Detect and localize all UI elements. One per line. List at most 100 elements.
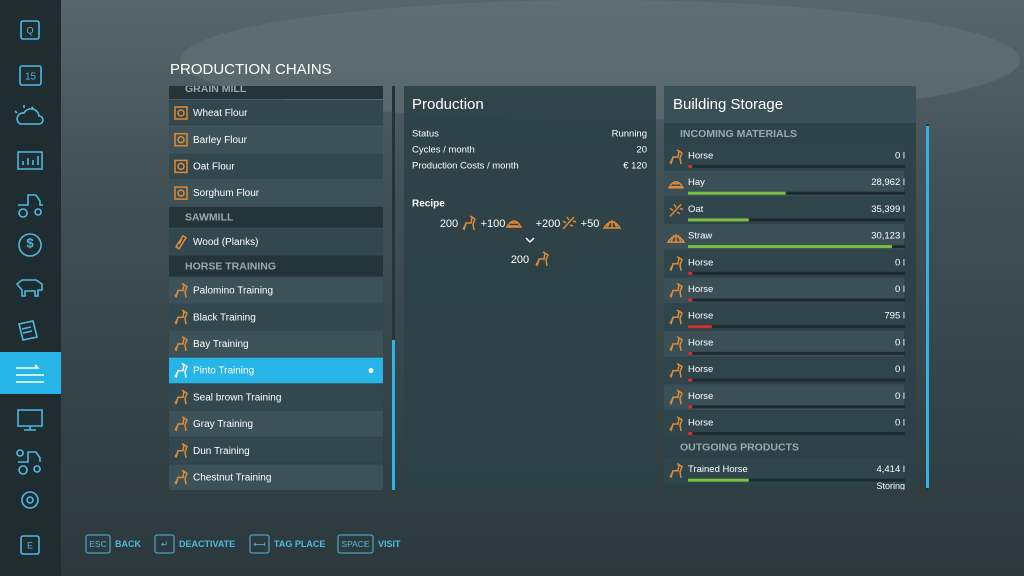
- list-item-label[interactable]: Barley Flour: [193, 135, 248, 146]
- list-item[interactable]: [169, 304, 383, 330]
- material-amount: 0 l: [895, 337, 905, 348]
- icon-shape: [669, 389, 683, 405]
- icon-shape: [669, 416, 683, 432]
- recipe-arrow: [525, 237, 535, 243]
- icon-shape: [669, 282, 683, 298]
- horse-icon: [174, 362, 188, 378]
- list-item-label[interactable]: Chestnut Training: [193, 473, 271, 484]
- icon-shape: [174, 443, 188, 458]
- icon-shape: [669, 362, 683, 378]
- footer-action[interactable]: ↵ DEACTIVATE: [154, 534, 235, 554]
- finances-icon[interactable]: [18, 233, 42, 257]
- section-title: OUTGOING PRODUCTS: [680, 441, 799, 453]
- production-icon[interactable]: [16, 449, 41, 475]
- list-item-label[interactable]: Wood (Planks): [193, 237, 258, 248]
- material-amount: 30,123 l: [871, 231, 905, 242]
- icon-shape: [669, 463, 683, 478]
- footer-action[interactable]: SPACE VISIT: [337, 534, 401, 554]
- list-item[interactable]: [169, 228, 383, 255]
- material-amount: 0 l: [895, 151, 905, 162]
- list-item[interactable]: [169, 411, 383, 437]
- material-name: Horse: [688, 257, 713, 268]
- fill-bar: [688, 245, 892, 249]
- section-header: [169, 206, 383, 228]
- storage-scroll-thumb[interactable]: [926, 126, 929, 488]
- stat-value: 20: [636, 145, 647, 156]
- material-name: Horse: [688, 284, 713, 295]
- fill-track: [688, 271, 905, 275]
- list-item[interactable]: [169, 153, 383, 180]
- material-amount: 0 l: [895, 364, 905, 375]
- icon-shape: [177, 162, 185, 171]
- list-item-label[interactable]: Sorghum Flour: [193, 188, 260, 199]
- key-label: ESC: [89, 539, 106, 549]
- section-header: [169, 255, 383, 277]
- oat-icon: [562, 216, 577, 230]
- list-item[interactable]: [169, 384, 383, 410]
- icon-shape: [535, 251, 549, 267]
- list-scroll-thumb[interactable]: [392, 340, 395, 490]
- list-item-label[interactable]: Oat Flour: [193, 162, 235, 173]
- icon-shape: [177, 135, 185, 144]
- fill-bar: [688, 218, 749, 222]
- material-amount: 35,399 l: [871, 204, 905, 215]
- footer-action[interactable]: ⟻ TAG PLACE: [249, 534, 325, 554]
- list-item[interactable]: [169, 180, 383, 206]
- calendar-day: 15: [25, 72, 37, 83]
- statistics-icon[interactable]: [17, 151, 43, 170]
- fill-track: [688, 218, 905, 222]
- hay-icon: [505, 220, 523, 228]
- section-title: GRAIN MILL: [185, 83, 247, 95]
- action-label[interactable]: BACK: [115, 539, 141, 549]
- icon-shape: [174, 416, 188, 432]
- material-amount: 0 l: [895, 284, 905, 295]
- horse-icon: [174, 389, 188, 405]
- list-item-label[interactable]: Palomino Training: [193, 286, 273, 297]
- calendar-icon[interactable]: [19, 65, 42, 86]
- weather-icon[interactable]: [14, 105, 44, 125]
- action-label[interactable]: VISIT: [378, 539, 401, 549]
- horse-icon: [174, 443, 188, 458]
- footer-action[interactable]: ESC BACK: [85, 534, 141, 554]
- horse-icon: [669, 336, 683, 352]
- list-item[interactable]: [169, 330, 383, 357]
- panel-title: Production: [412, 96, 484, 113]
- help-icon[interactable]: [17, 409, 43, 431]
- icon-shape: [669, 336, 683, 352]
- action-label[interactable]: TAG PLACE: [274, 539, 325, 549]
- icon-shape: [174, 234, 188, 250]
- sidebar-key: Q: [26, 25, 33, 35]
- icon-shape: [174, 159, 188, 174]
- fill-bar: [688, 271, 693, 275]
- list-item-label[interactable]: Pinto Training: [193, 366, 254, 377]
- list-item[interactable]: [169, 464, 383, 490]
- icon-shape: [562, 216, 577, 230]
- selected-dot: [368, 368, 374, 374]
- fill-bar: [688, 165, 693, 168]
- icon-shape: [174, 389, 188, 405]
- icon-shape: [174, 336, 188, 352]
- list-item-selected[interactable]: [169, 357, 383, 384]
- horse-icon: [174, 469, 188, 485]
- settings-icon[interactable]: [21, 491, 39, 509]
- production-chains-icon[interactable]: [16, 364, 44, 383]
- animals-icon[interactable]: [15, 279, 43, 297]
- list-item[interactable]: [169, 437, 383, 464]
- list-item[interactable]: [169, 100, 383, 126]
- list-item-label[interactable]: Dun Training: [193, 446, 250, 457]
- vehicles-icon[interactable]: [18, 194, 43, 218]
- recipe-amount: +200: [536, 218, 561, 230]
- list-item-label[interactable]: Seal brown Training: [193, 392, 281, 403]
- list-item-label[interactable]: Gray Training: [193, 419, 253, 430]
- list-item-label[interactable]: Wheat Flour: [193, 108, 248, 119]
- action-label[interactable]: DEACTIVATE: [179, 539, 235, 549]
- list-item-label[interactable]: Black Training: [193, 312, 256, 323]
- currency-sign: $: [26, 235, 34, 250]
- list-item-label[interactable]: Bay Training: [193, 339, 249, 350]
- contracts-icon[interactable]: [18, 320, 38, 341]
- storage-header: [664, 86, 916, 123]
- key-box: [154, 534, 175, 554]
- list-item[interactable]: [169, 126, 383, 153]
- list-item[interactable]: [169, 277, 383, 304]
- flour-icon: [174, 106, 188, 120]
